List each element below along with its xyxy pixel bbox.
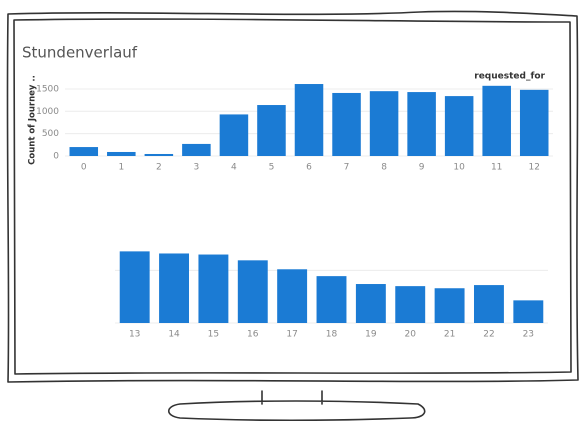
bar bbox=[369, 91, 399, 156]
x-tick-label: 14 bbox=[168, 330, 180, 340]
x-tick-label: 8 bbox=[381, 163, 387, 173]
y-axis-label: Count of Journey .. bbox=[28, 75, 38, 165]
x-tick-label: 15 bbox=[208, 330, 219, 340]
bar bbox=[332, 92, 361, 156]
monitor-frame bbox=[6, 10, 579, 383]
bar bbox=[434, 288, 465, 323]
x-tick-label: 18 bbox=[326, 330, 338, 340]
x-tick-label: 5 bbox=[269, 163, 275, 173]
x-tick-label: 6 bbox=[306, 163, 312, 173]
x-tick-label: 9 bbox=[419, 163, 425, 173]
bar bbox=[159, 253, 190, 323]
bar bbox=[316, 276, 347, 323]
x-tick-label: 2 bbox=[156, 163, 162, 173]
x-tick-label: 19 bbox=[365, 330, 377, 340]
bar bbox=[182, 143, 211, 156]
bar bbox=[473, 285, 504, 323]
x-tick-label: 17 bbox=[286, 330, 297, 340]
bar bbox=[69, 147, 99, 156]
x-tick-label: 3 bbox=[194, 163, 200, 173]
x-tick-label: 11 bbox=[491, 163, 502, 173]
y-tick-label: 1000 bbox=[36, 107, 59, 117]
y-tick-label: 0 bbox=[53, 152, 59, 162]
chart-title: Stundenverlauf bbox=[22, 44, 138, 62]
bar bbox=[444, 96, 474, 156]
x-tick-label: 10 bbox=[453, 163, 465, 173]
x-tick-label: 7 bbox=[344, 163, 350, 173]
bar bbox=[395, 286, 426, 323]
bar bbox=[277, 269, 308, 323]
bar bbox=[107, 151, 136, 156]
bar bbox=[219, 114, 249, 156]
x-tick-label: 23 bbox=[523, 330, 534, 340]
bar bbox=[407, 92, 436, 156]
bar bbox=[294, 84, 324, 156]
bar bbox=[237, 260, 268, 323]
x-tick-label: 4 bbox=[231, 163, 237, 173]
x-tick-label: 20 bbox=[405, 330, 417, 340]
bar bbox=[198, 254, 229, 323]
x-tick-label: 16 bbox=[247, 330, 259, 340]
x-tick-label: 0 bbox=[81, 163, 87, 173]
bar bbox=[482, 85, 511, 156]
monitor-bezel bbox=[13, 18, 572, 375]
x-tick-label: 21 bbox=[444, 330, 455, 340]
x-tick-label: 12 bbox=[529, 163, 540, 173]
y-tick-label: 1500 bbox=[36, 84, 59, 94]
x-tick-label: 22 bbox=[483, 330, 494, 340]
bar bbox=[144, 153, 174, 156]
bar bbox=[513, 300, 544, 323]
column-header: requested_for bbox=[474, 72, 545, 82]
y-tick-label: 500 bbox=[42, 129, 59, 139]
x-tick-label: 1 bbox=[118, 163, 124, 173]
bar bbox=[257, 105, 286, 156]
bar bbox=[119, 251, 150, 323]
monitor-stand bbox=[167, 390, 426, 421]
bar bbox=[355, 284, 386, 323]
bar bbox=[519, 89, 549, 156]
x-tick-label: 13 bbox=[129, 330, 140, 340]
